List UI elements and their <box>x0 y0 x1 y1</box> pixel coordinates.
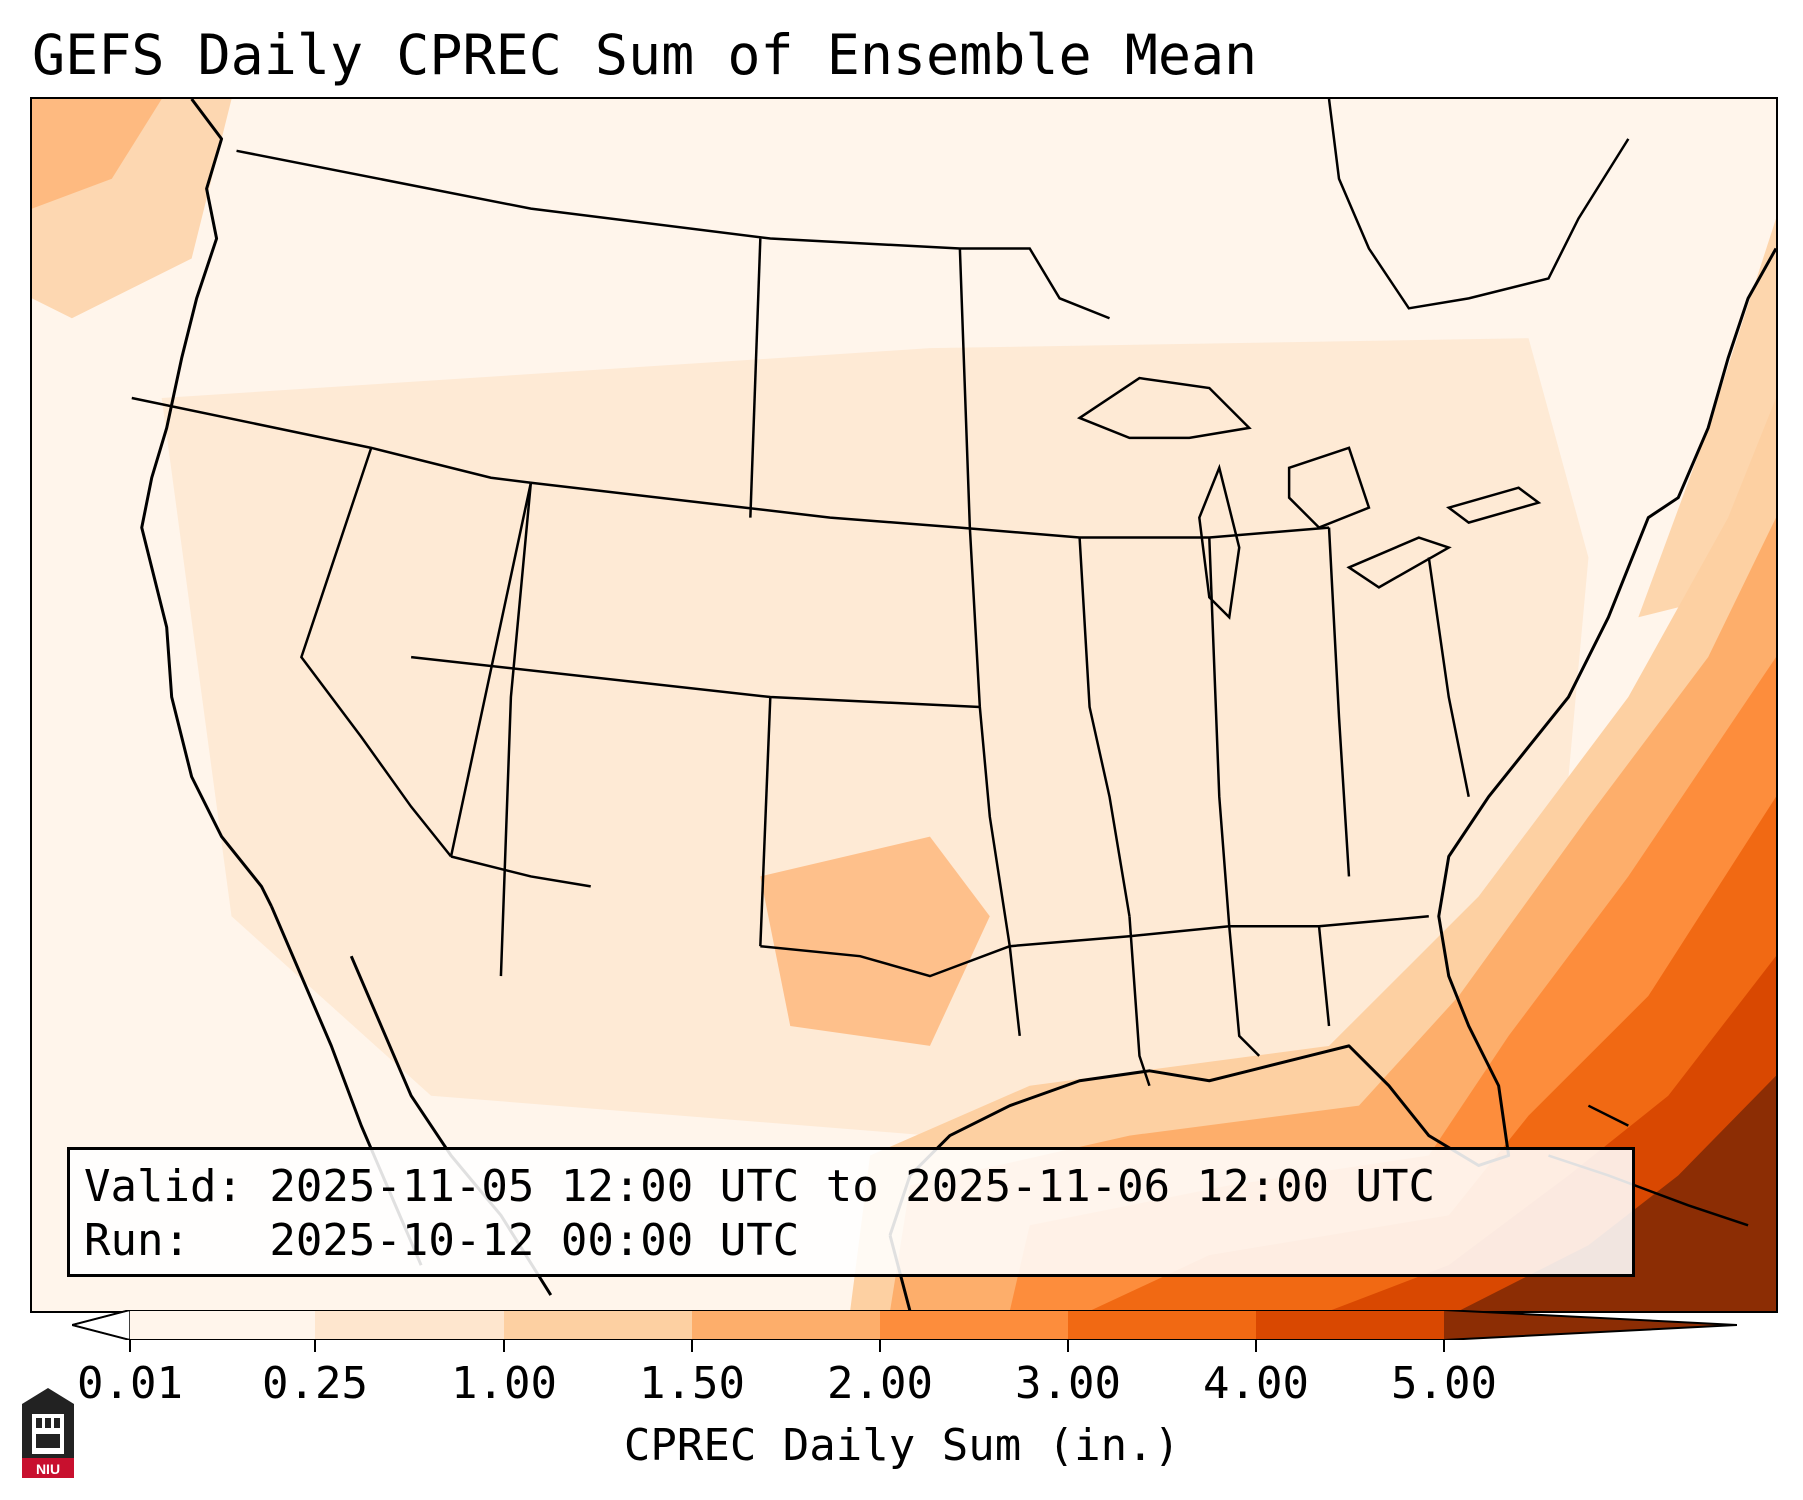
ut-az-line <box>499 482 533 977</box>
validity-info-box: Valid: 2025-11-05 12:00 UTC to 2025-11-0… <box>67 1147 1635 1277</box>
colorbar-tick <box>1255 1340 1257 1352</box>
colorbar-tick <box>503 1340 505 1352</box>
colorbar-tick-label: 1.00 <box>451 1358 557 1409</box>
colorbar-tick-label: 1.50 <box>639 1358 745 1409</box>
colorbar-tick-label: 3.00 <box>1015 1358 1121 1409</box>
colorbar-tick <box>129 1340 131 1352</box>
az-border-line <box>450 855 591 888</box>
colorbar-segment <box>1068 1310 1256 1340</box>
precip-field-texas <box>760 836 990 1046</box>
ms-al-line <box>1128 916 1151 1087</box>
colorbar-segment <box>1256 1310 1444 1340</box>
lake-erie-outline <box>1346 536 1452 589</box>
colorbar-tick-label: 5.00 <box>1391 1358 1497 1409</box>
ca-nv-line <box>299 447 453 858</box>
colorbar <box>72 1310 1737 1340</box>
map-title: GEFS Daily CPREC Sum of Ensemble Mean <box>32 23 1258 87</box>
colorbar-segment <box>692 1310 880 1340</box>
or-ca-nv-line <box>131 396 532 484</box>
bahamas-outline <box>1587 1104 1629 1127</box>
west-coast-line <box>140 99 273 908</box>
valid-time-text: Valid: 2025-11-05 12:00 UTC to 2025-11-0… <box>84 1161 1436 1212</box>
mt-nd-line <box>749 238 762 518</box>
niu-logo-icon: NIU <box>22 1388 74 1478</box>
colorbar-segment <box>130 1310 315 1340</box>
colorbar-tick <box>314 1340 316 1352</box>
id-wy-ne-line <box>530 481 1330 539</box>
colorbar-tick-label: 4.00 <box>1203 1358 1309 1409</box>
lake-michigan-outline <box>1198 463 1241 620</box>
nd-mn-line <box>958 248 982 708</box>
ia-mo-line <box>1078 537 1131 917</box>
logo-text: NIU <box>36 1461 60 1477</box>
nm-tx-line <box>759 696 772 947</box>
ga-fl-line <box>1317 926 1331 1027</box>
tx-ok-line <box>760 944 1011 978</box>
colorbar-segment <box>315 1310 504 1340</box>
colorbar-extend-low <box>72 1310 131 1340</box>
run-time-text: Run: 2025-10-12 00:00 UTC <box>84 1215 800 1266</box>
precip-map <box>30 97 1778 1313</box>
lake-superior-outline <box>1076 376 1252 440</box>
nv-ut-line <box>449 482 533 857</box>
logo-banner <box>22 1458 74 1478</box>
colorbar-segment <box>880 1310 1068 1340</box>
precip-map-svg <box>32 99 1776 1311</box>
precip-field-pnw-core <box>32 99 162 209</box>
state-boundaries <box>131 99 1630 1087</box>
il-in-line <box>1208 537 1231 927</box>
precip-field-band-6 <box>1458 1075 1776 1311</box>
precip-field-ne-atlantic <box>1638 218 1776 618</box>
oh-wv-line <box>1327 527 1351 877</box>
colorbar-tick-label: 0.25 <box>262 1358 368 1409</box>
pa-va-line <box>1427 557 1470 797</box>
colorbar-segments <box>72 1310 1737 1340</box>
colorbar-segment <box>504 1310 692 1340</box>
gulf-atlantic-coast-line <box>888 247 1776 1236</box>
al-ga-line <box>1228 926 1261 1057</box>
colorbar-extend-high <box>1444 1310 1737 1340</box>
colorbar-tick-label: 2.00 <box>827 1358 933 1409</box>
canada-east-border <box>1327 99 1630 310</box>
colorbar-tick <box>879 1340 881 1352</box>
colorbar-tick <box>1067 1340 1069 1352</box>
colorbar-tick <box>1443 1340 1445 1352</box>
lake-huron-outline <box>1287 446 1371 530</box>
great-lakes <box>1076 376 1542 620</box>
colorbar-tick-label: 0.01 <box>77 1358 183 1409</box>
lake-ontario-outline <box>1445 486 1542 524</box>
colorbar-tick <box>691 1340 693 1352</box>
colorbar-label: CPREC Daily Sum (in.) <box>623 1420 1181 1471</box>
ok-ar-line <box>978 706 1021 1037</box>
